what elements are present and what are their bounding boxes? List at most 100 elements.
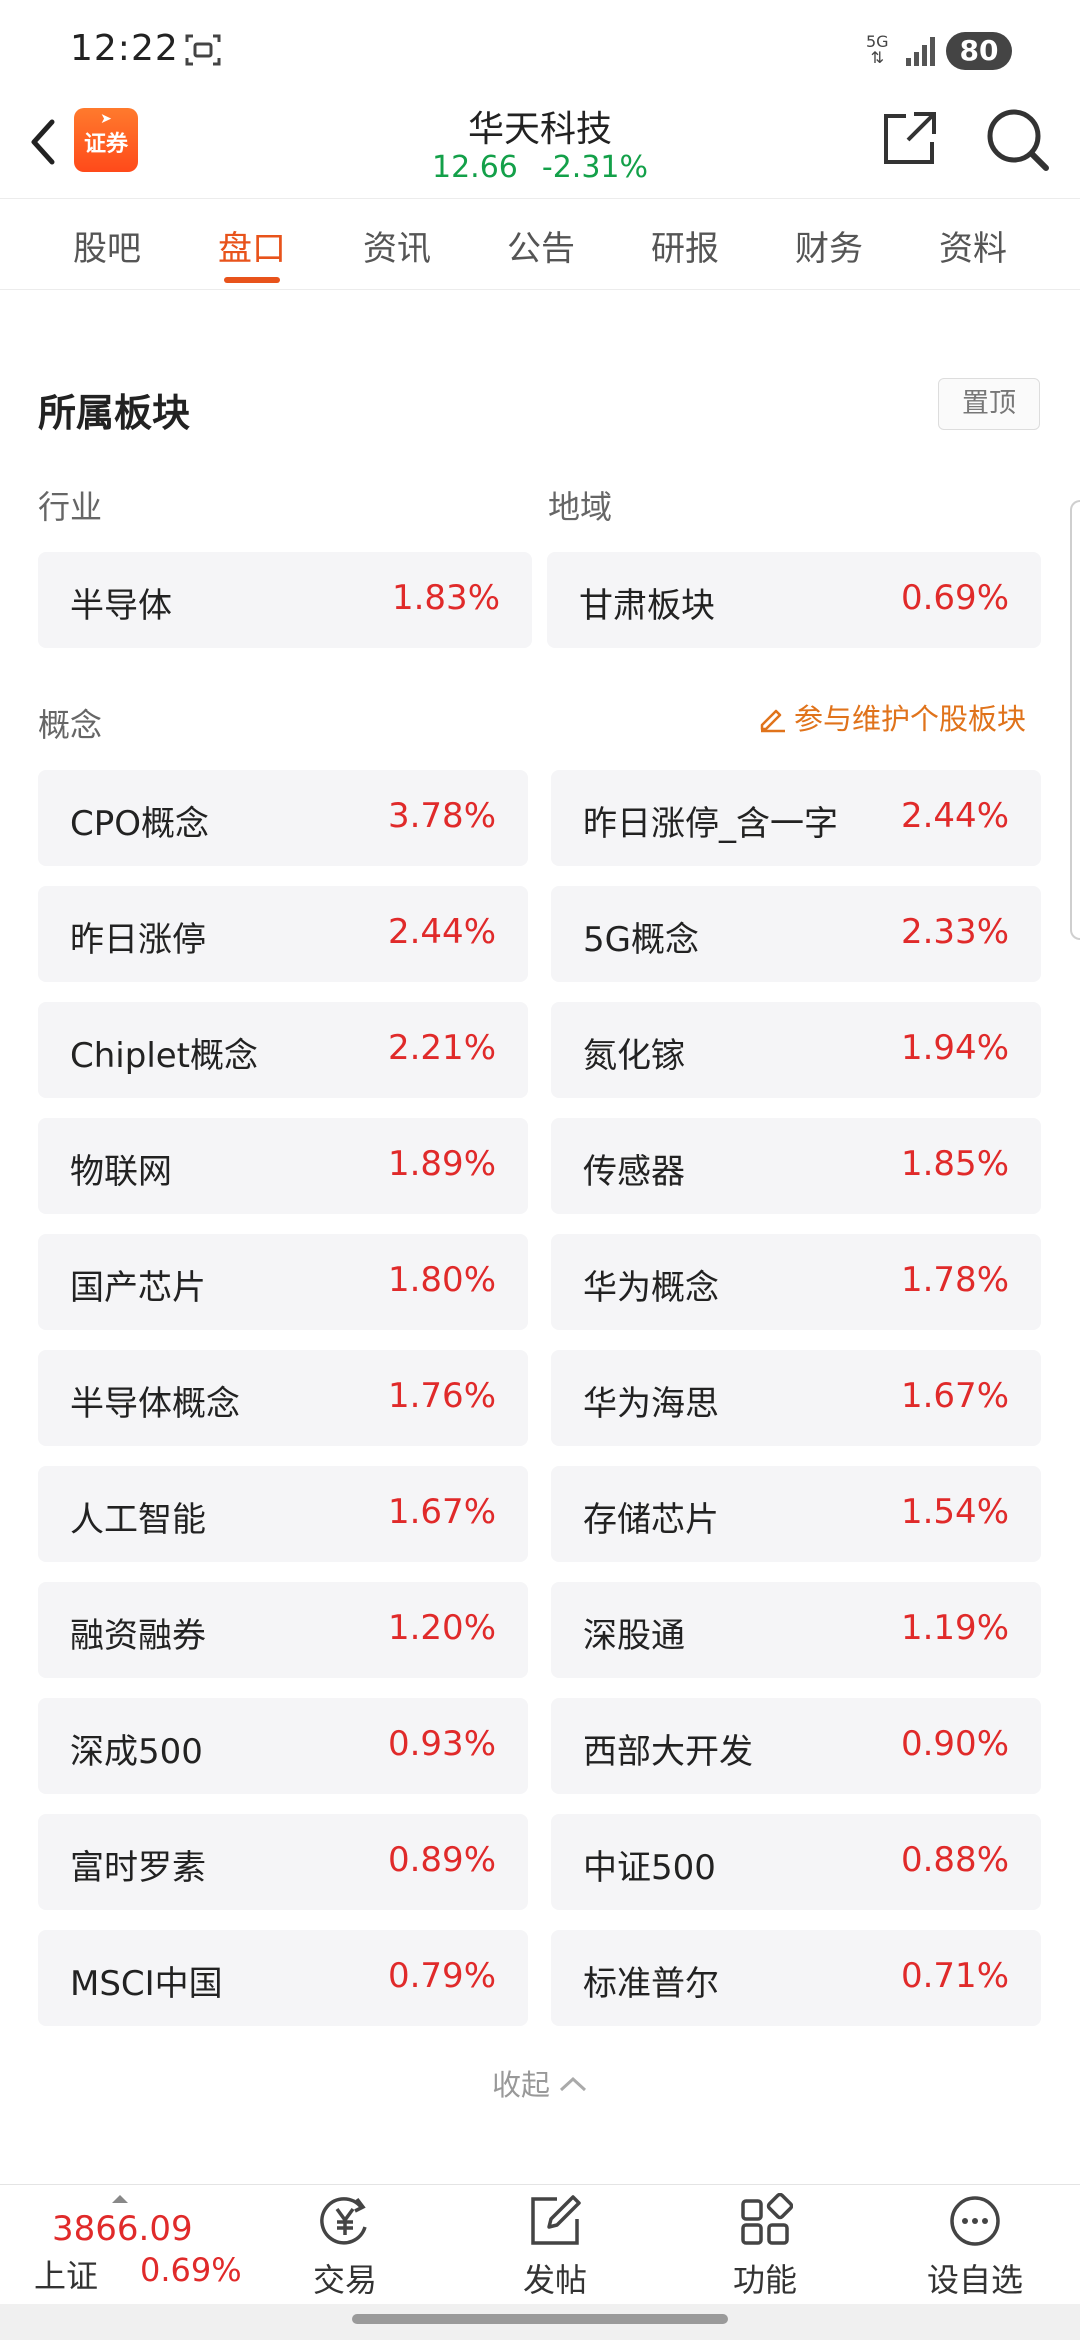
concept-card[interactable]: 氮化镓 1.94% <box>551 1002 1041 1098</box>
home-indicator[interactable] <box>352 2314 728 2324</box>
concept-card[interactable]: 融资融券 1.20% <box>38 1582 528 1678</box>
app-logo[interactable]: ➤ 证券 <box>74 108 138 172</box>
concept-card[interactable]: 国产芯片 1.80% <box>38 1234 528 1330</box>
concept-card[interactable]: 人工智能 1.67% <box>38 1466 528 1562</box>
index-value: 3866.09 <box>52 2209 193 2249</box>
tab-finance[interactable]: 财务 <box>795 229 863 269</box>
concept-name: 华为概念 <box>583 1268 719 1308</box>
tab-pankou[interactable]: 盘口 <box>218 229 286 269</box>
concept-card[interactable]: 昨日涨停_含一字 2.44% <box>551 770 1041 866</box>
nav-post[interactable]: 发帖 <box>480 2193 630 2301</box>
concept-pct: 1.76% <box>387 1376 496 1416</box>
signal-icon <box>906 37 935 66</box>
concept-card[interactable]: 存储芯片 1.54% <box>551 1466 1041 1562</box>
concept-name: 标准普尔 <box>583 1964 719 2004</box>
concept-card[interactable]: MSCI中国 0.79% <box>38 1930 528 2026</box>
concept-name: 氮化镓 <box>583 1036 685 1076</box>
concept-card[interactable]: 华为海思 1.67% <box>551 1350 1041 1446</box>
concept-name: MSCI中国 <box>70 1964 223 2004</box>
concept-card[interactable]: 5G概念 2.33% <box>551 886 1041 982</box>
concept-card[interactable]: 传感器 1.85% <box>551 1118 1041 1214</box>
battery-icon: 80 <box>946 32 1012 70</box>
region-label: 地域 <box>548 488 613 526</box>
concept-card[interactable]: 深成500 0.93% <box>38 1698 528 1794</box>
sector-pct: 0.69% <box>900 578 1009 618</box>
functions-grid-icon <box>741 2193 793 2245</box>
status-bar: 12:22 5G ⇅ 80 <box>0 0 1080 96</box>
tab-guba[interactable]: 股吧 <box>73 229 141 269</box>
bottom-bar: 3866.09 上证 0.69% 交易 发帖 功能 <box>0 2184 1080 2305</box>
concept-name: 融资融券 <box>70 1616 206 1656</box>
pin-top-button[interactable]: 置顶 <box>938 378 1040 430</box>
concept-card[interactable]: Chiplet概念 2.21% <box>38 1002 528 1098</box>
concept-name: 中证500 <box>583 1848 716 1888</box>
tab-profile[interactable]: 资料 <box>939 229 1007 269</box>
concept-name: CPO概念 <box>70 804 210 844</box>
concept-card[interactable]: 西部大开发 0.90% <box>551 1698 1041 1794</box>
concept-pct: 1.19% <box>900 1608 1009 1648</box>
concept-name: 传感器 <box>583 1152 685 1192</box>
concept-pct: 1.54% <box>900 1492 1009 1532</box>
stock-header: ➤ 证券 华天科技 12.66 -2.31% <box>0 96 1080 198</box>
concept-pct: 1.20% <box>387 1608 496 1648</box>
search-icon[interactable] <box>984 106 1050 172</box>
region-card[interactable]: 甘肃板块 0.69% <box>547 552 1041 648</box>
network-5g-icon: 5G ⇅ <box>866 32 889 67</box>
concept-pct: 0.89% <box>387 1840 496 1880</box>
concept-card[interactable]: 昨日涨停 2.44% <box>38 886 528 982</box>
concept-pct: 2.44% <box>387 912 496 952</box>
trade-yen-icon <box>320 2197 367 2245</box>
concept-pct: 1.67% <box>387 1492 496 1532</box>
pencil-icon <box>760 709 785 733</box>
concept-pct: 0.71% <box>900 1956 1009 1996</box>
more-dots-icon <box>950 2196 1000 2246</box>
nav-functions[interactable]: 功能 <box>690 2193 840 2301</box>
concept-name: Chiplet概念 <box>70 1036 259 1076</box>
concept-pct: 1.78% <box>900 1260 1009 1300</box>
concept-pct: 1.89% <box>387 1144 496 1184</box>
concept-card[interactable]: 华为概念 1.78% <box>551 1234 1041 1330</box>
concept-card[interactable]: 标准普尔 0.71% <box>551 1930 1041 2026</box>
sector-pct: 1.83% <box>391 578 500 618</box>
concept-name: 物联网 <box>70 1152 172 1192</box>
concept-card[interactable]: 半导体概念 1.76% <box>38 1350 528 1446</box>
share-icon[interactable] <box>880 108 940 168</box>
back-arrow-icon[interactable] <box>18 112 68 172</box>
concept-pct: 0.90% <box>900 1724 1009 1764</box>
tab-news[interactable]: 资讯 <box>363 229 431 269</box>
concept-name: 华为海思 <box>583 1384 719 1424</box>
nav-add-watchlist[interactable]: 设自选 <box>900 2193 1050 2301</box>
tab-announcements[interactable]: 公告 <box>507 229 575 269</box>
concept-pct: 2.21% <box>387 1028 496 1068</box>
collapse-button[interactable]: 收起 <box>0 2062 1080 2104</box>
stock-price: 12.66 <box>431 150 518 185</box>
nav-trade[interactable]: 交易 <box>270 2193 420 2301</box>
concept-card[interactable]: 物联网 1.89% <box>38 1118 528 1214</box>
status-time: 12:22 <box>70 28 179 69</box>
maintain-sector-link[interactable]: 参与维护个股板块 <box>758 696 1026 738</box>
concept-name: 昨日涨停_含一字 <box>583 804 838 844</box>
stock-name: 华天科技 <box>467 109 612 150</box>
industry-card[interactable]: 半导体 1.83% <box>38 552 532 648</box>
concept-pct: 1.80% <box>387 1260 496 1300</box>
concept-card[interactable]: 深股通 1.19% <box>551 1582 1041 1678</box>
concept-pct: 0.93% <box>387 1724 496 1764</box>
concept-name: 半导体概念 <box>70 1384 240 1424</box>
concept-name: 5G概念 <box>583 920 699 960</box>
industry-label: 行业 <box>38 488 103 526</box>
concept-name: 深股通 <box>583 1616 685 1656</box>
tab-bar: 股吧 盘口 资讯 公告 研报 财务 资料 <box>0 198 1080 290</box>
chevron-up-icon <box>559 2076 587 2092</box>
sector-name: 甘肃板块 <box>579 586 715 626</box>
concept-card[interactable]: CPO概念 3.78% <box>38 770 528 866</box>
concept-pct: 2.44% <box>900 796 1009 836</box>
concept-pct: 0.79% <box>387 1956 496 1996</box>
concept-card[interactable]: 中证500 0.88% <box>551 1814 1041 1910</box>
sector-name: 半导体 <box>70 586 172 626</box>
section-title: 所属板块 <box>38 391 191 435</box>
active-tab-indicator <box>224 277 280 283</box>
concept-card[interactable]: 富时罗素 0.89% <box>38 1814 528 1910</box>
tab-research[interactable]: 研报 <box>651 229 719 269</box>
edge-scroll-indicator[interactable] <box>1070 500 1080 940</box>
concept-name: 人工智能 <box>70 1500 206 1540</box>
